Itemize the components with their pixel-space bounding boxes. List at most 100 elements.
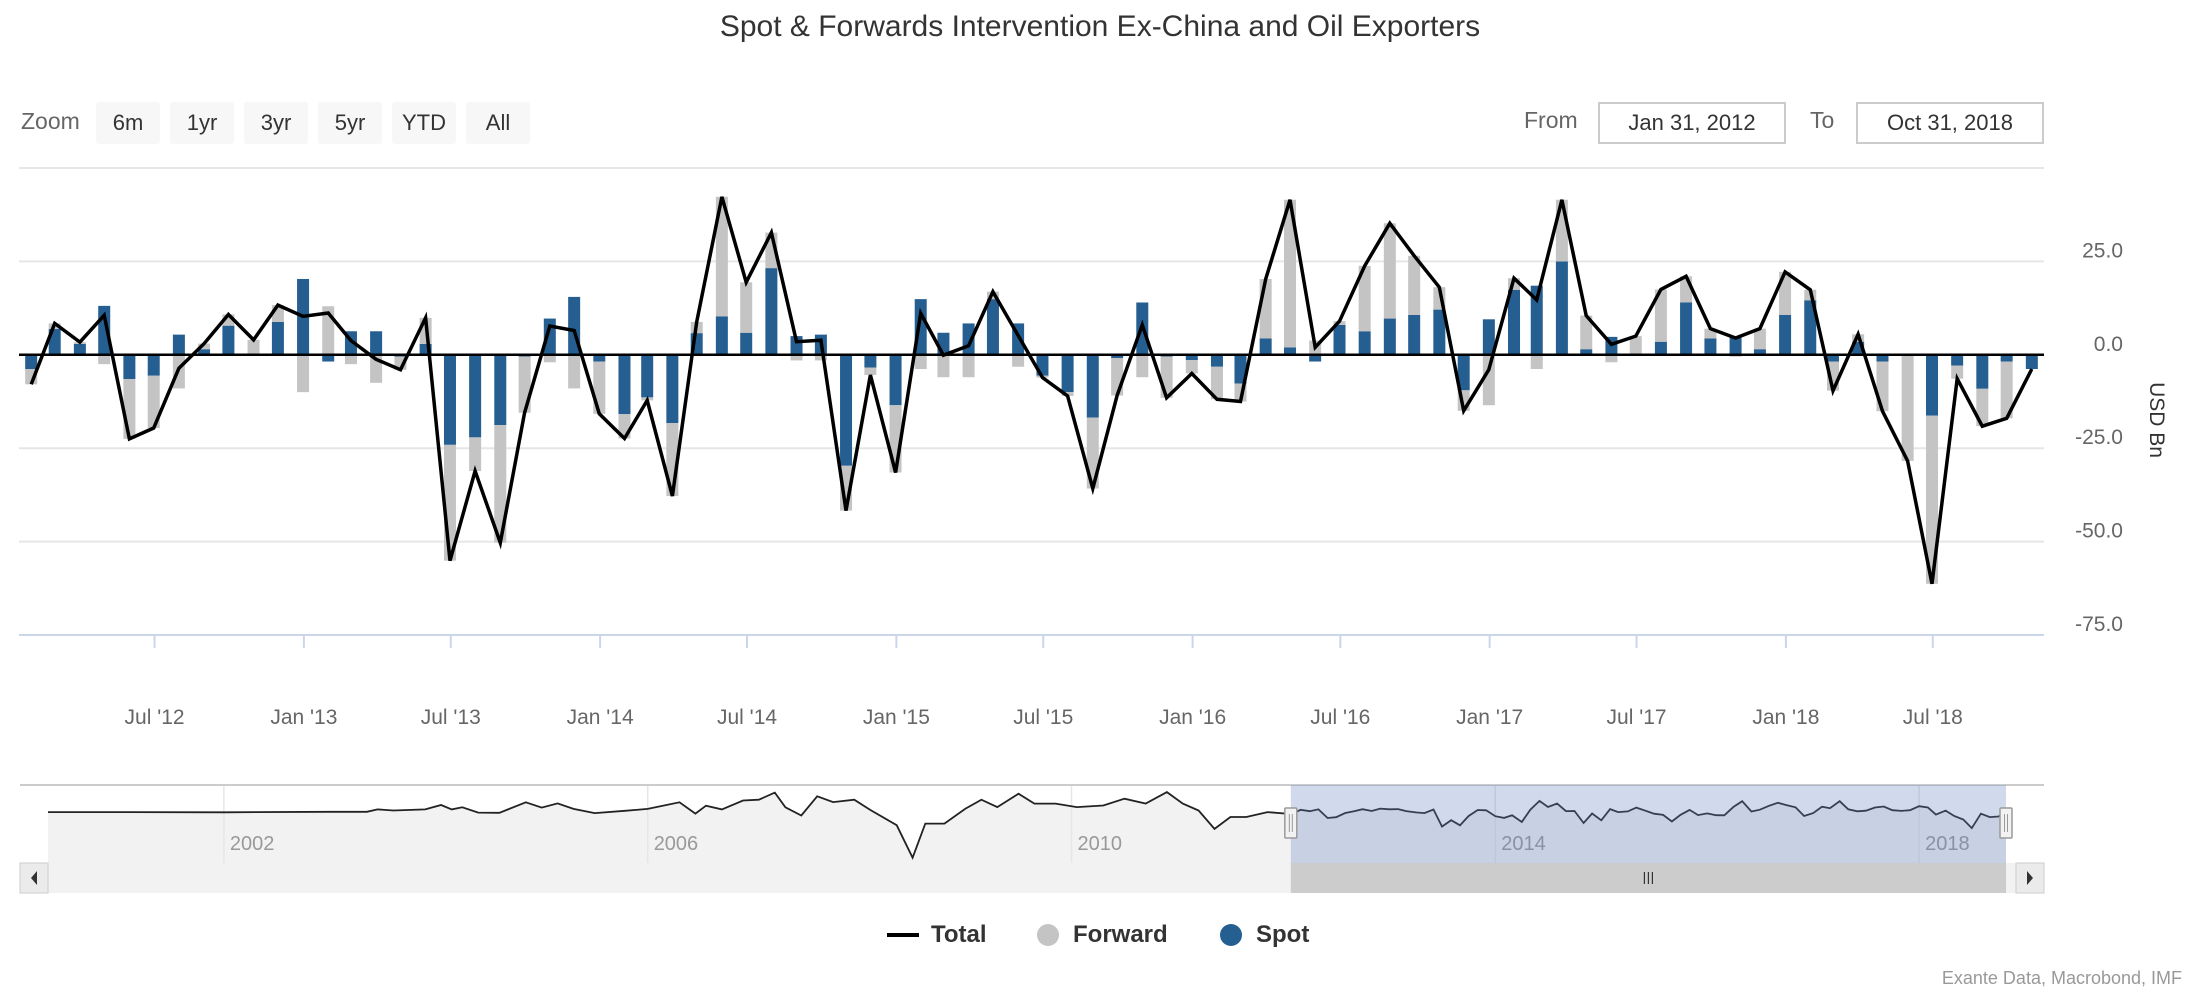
x-axis: Jul '12 Jan '13 Jul '13 Jan '14 Jul '14 Jan '… [19, 634, 2044, 729]
to-label: To [1810, 107, 1835, 133]
forward-bar [1185, 360, 1198, 374]
spot-bar [840, 354, 853, 466]
forward-bar [123, 379, 136, 439]
forward-bar [1284, 199, 1297, 348]
legend-label: Forward [1073, 921, 1168, 948]
spot-bar [593, 354, 606, 362]
forward-bar [1753, 328, 1766, 350]
forward-bar [1951, 365, 1964, 379]
forward-bar [2000, 361, 2013, 419]
zoom-3yr-button[interactable]: 3yr [244, 102, 308, 144]
forward-bar [1901, 354, 1914, 461]
y-axis-title: USD Bn [2145, 382, 2168, 458]
spot-bar [1358, 331, 1371, 355]
spot-bar [1185, 354, 1198, 361]
legend-item-forward[interactable]: Forward [1037, 921, 1168, 949]
forward-bar [1580, 315, 1593, 350]
line-symbol-icon [887, 933, 919, 937]
spot-bar [147, 354, 160, 376]
y-tick-label: -50.0 [2075, 520, 2123, 543]
forward-bar [543, 354, 556, 363]
spot-bar [666, 354, 679, 424]
zoom-6m-button[interactable]: 6m [96, 102, 160, 144]
forward-bar [1408, 255, 1421, 315]
legend-item-spot[interactable]: Spot [1220, 921, 1309, 949]
spot-bar [1259, 338, 1272, 355]
spot-bar [73, 343, 86, 355]
legend-label: Total [931, 921, 987, 948]
spot-bar [222, 325, 235, 355]
navigator-year-label: 2006 [654, 833, 699, 855]
forward-bar [1482, 354, 1495, 406]
y-axis-labels: 25.0 0.0 -25.0 -50.0 -75.0 [2075, 239, 2123, 636]
spot-bar [1704, 338, 1717, 355]
spot-bar [1804, 300, 1817, 355]
x-tick-label: Jan '15 [863, 706, 930, 729]
spot-bar [2000, 354, 2013, 362]
forward-bar [914, 354, 927, 369]
spot-bar [1086, 354, 1099, 418]
x-tick-label: Jul '15 [1013, 706, 1073, 729]
x-tick-label: Jul '13 [421, 706, 481, 729]
spot-bar [198, 349, 211, 355]
scroll-right-button[interactable] [2015, 862, 2045, 894]
navigator-year-label: 2018 [1925, 833, 1970, 855]
forward-bar [198, 343, 211, 350]
navigator-area [48, 792, 2006, 863]
forward-bar [469, 437, 482, 471]
navigator[interactable]: 2002 2006 2010 2014 2018 [20, 784, 2044, 863]
spot-bar [1680, 302, 1693, 355]
forward-bar [297, 354, 310, 393]
forward-bar [98, 354, 111, 365]
forward-bar [568, 354, 581, 389]
spot-bar [2025, 354, 2038, 369]
spot-bar [123, 354, 136, 380]
spot-bar [1876, 354, 1889, 362]
spot-bar [25, 354, 38, 369]
arrow-left-icon [31, 871, 37, 885]
spot-bar [1826, 354, 1839, 362]
x-tick-label: Jan '13 [270, 706, 337, 729]
forward-bar [715, 196, 728, 317]
from-label: From [1524, 107, 1578, 133]
from-date-input[interactable]: Jan 31, 2012 [1598, 102, 1786, 144]
x-tick-label: Jan '14 [567, 706, 634, 729]
spot-bar [443, 354, 456, 445]
navigator-year-label: 2002 [230, 833, 275, 855]
navigator-selected-range[interactable] [1290, 785, 2006, 863]
legend: Total Forward Spot [0, 921, 2200, 957]
spot-bar [1530, 285, 1543, 355]
zoom-label: Zoom [21, 108, 80, 134]
forward-bar [593, 361, 606, 414]
navigator-left-handle[interactable] [1284, 807, 1298, 839]
to-date-input[interactable]: Oct 31, 2018 [1856, 102, 2044, 144]
y-gridlines [19, 167, 2044, 543]
spot-bar [1061, 354, 1074, 393]
scroll-left-button[interactable] [19, 862, 49, 894]
scrollbar-thumb[interactable] [1290, 863, 2006, 893]
legend-label: Spot [1256, 921, 1310, 948]
zoom-ytd-button[interactable]: YTD [392, 102, 456, 144]
forward-bar [1530, 354, 1543, 369]
spot-bar [370, 331, 383, 355]
zoom-1yr-button[interactable]: 1yr [170, 102, 234, 144]
scrollbar[interactable] [19, 862, 2045, 894]
forward-bar [494, 425, 507, 543]
legend-item-total[interactable]: Total [887, 921, 987, 949]
zoom-5yr-button[interactable]: 5yr [318, 102, 382, 144]
spot-bar [937, 332, 950, 355]
x-tick-label: Jul '18 [1903, 706, 1963, 729]
spot-bar [1555, 261, 1568, 355]
spot-bar [986, 299, 999, 355]
navigator-right-handle[interactable] [1999, 807, 2013, 839]
forward-bar [247, 339, 260, 355]
arrow-right-icon [2027, 871, 2033, 885]
forward-bar [222, 314, 235, 326]
zoom-all-button[interactable]: All [466, 102, 530, 144]
forward-bar [1925, 415, 1938, 584]
credits[interactable]: Exante Data, Macrobond, IMF [1941, 968, 2182, 988]
spot-bar [1508, 289, 1521, 355]
spot-bar [1433, 309, 1446, 355]
spot-bar [618, 354, 631, 415]
